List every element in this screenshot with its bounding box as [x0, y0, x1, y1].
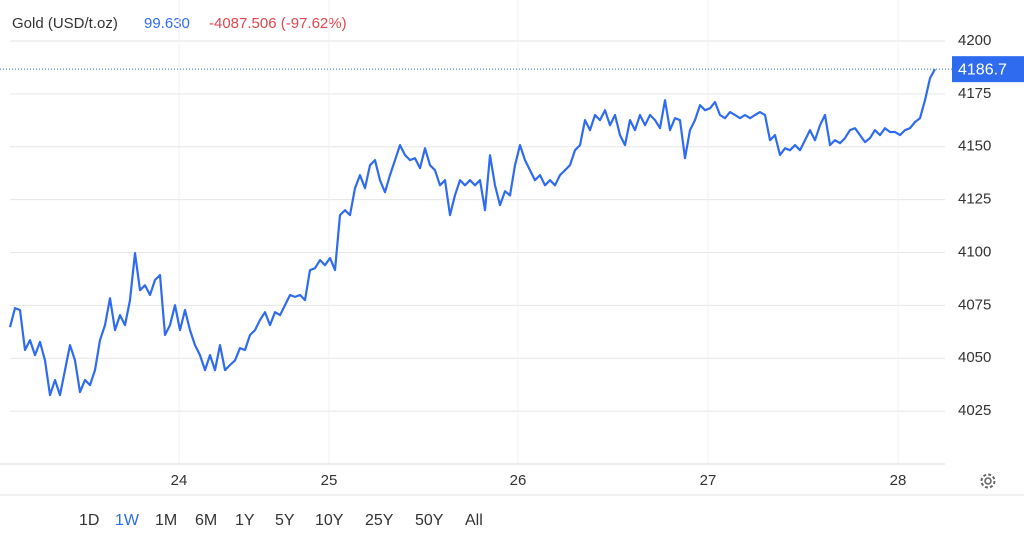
y-tick-label: 4050: [958, 349, 991, 366]
price-change: -4087.506 (-97.62%): [209, 15, 347, 32]
range-button[interactable]: 1D: [79, 512, 99, 529]
settings-icon[interactable]: [980, 473, 996, 489]
y-tick-label: 4075: [958, 296, 991, 313]
y-tick-label: 4125: [958, 191, 991, 208]
x-tick-label: 24: [171, 472, 188, 489]
chart-title: Gold (USD/t.oz): [12, 15, 118, 32]
range-button[interactable]: 10Y: [315, 512, 344, 529]
x-tick-label: 26: [510, 472, 527, 489]
x-tick-label: 25: [321, 472, 338, 489]
x-tick-label: 27: [700, 472, 717, 489]
range-button[interactable]: All: [465, 512, 483, 529]
y-tick-label: 4200: [958, 32, 991, 49]
y-tick-label: 4150: [958, 138, 991, 155]
range-button[interactable]: 25Y: [365, 512, 394, 529]
range-button[interactable]: 6M: [195, 512, 217, 529]
x-tick-label: 28: [890, 472, 907, 489]
y-tick-label: 4025: [958, 402, 991, 419]
range-button[interactable]: 5Y: [275, 512, 295, 529]
price: 99.630: [144, 15, 190, 32]
range-button[interactable]: 1Y: [235, 512, 255, 529]
last-price-box: [952, 56, 1024, 83]
price-line: [8, 68, 936, 397]
y-tick-label: 4175: [958, 85, 991, 102]
last-price-label: 4186.7: [958, 61, 1007, 78]
y-tick-label: 4100: [958, 243, 991, 260]
range-button[interactable]: 1W: [115, 512, 140, 529]
range-button[interactable]: 1M: [155, 512, 177, 529]
range-button[interactable]: 50Y: [415, 512, 444, 529]
